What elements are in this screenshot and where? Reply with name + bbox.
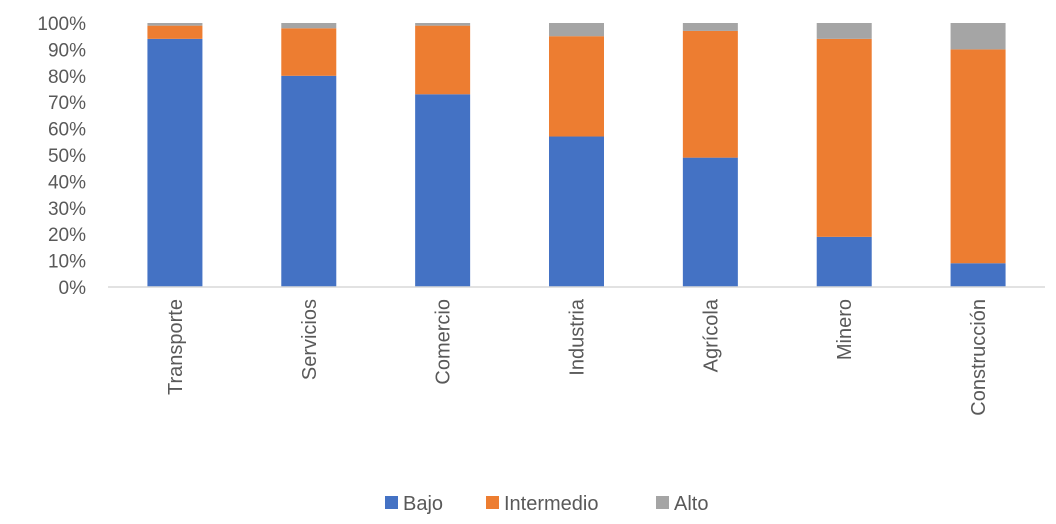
bar-segment-intermedio xyxy=(682,30,738,158)
x-category-label: Servicios xyxy=(299,299,321,380)
x-category-label: Industria xyxy=(567,298,589,376)
bar-segment-bajo xyxy=(816,236,872,287)
bar-segment-intermedio xyxy=(816,38,872,237)
bar-segment-intermedio xyxy=(147,25,203,39)
x-category-label: Transporte xyxy=(165,299,187,395)
bar-segment-alto xyxy=(549,23,604,37)
bars-group xyxy=(147,23,1006,288)
y-tick-label: 40% xyxy=(48,172,86,193)
y-tick-label: 70% xyxy=(48,93,86,114)
y-axis: 0% 10% 20% 30% 40% 50% 60% 70% 80% 90% 100% xyxy=(37,14,86,299)
bar-segment-alto xyxy=(147,23,203,26)
legend-label: Alto xyxy=(674,493,708,515)
x-category-label: Minero xyxy=(834,299,856,360)
y-tick-label: 30% xyxy=(48,199,86,220)
y-tick-label: 80% xyxy=(48,67,86,88)
legend-swatch xyxy=(385,496,398,509)
y-tick-label: 50% xyxy=(48,146,86,167)
legend: Bajo Intermedio Alto xyxy=(385,493,708,515)
bar-segment-bajo xyxy=(549,136,604,287)
bar-segment-bajo xyxy=(415,94,471,287)
x-axis-labels: Transporte Servicios Comercio Industria Agrí… xyxy=(165,298,990,416)
bar-segment-bajo xyxy=(682,157,738,287)
bar-segment-intermedio xyxy=(549,36,604,137)
legend-swatch xyxy=(486,496,499,509)
x-category-label: Agrícola xyxy=(700,298,722,372)
legend-label: Intermedio xyxy=(504,493,599,515)
bar-segment-bajo xyxy=(147,38,203,288)
x-category-label: Comercio xyxy=(433,299,455,385)
bar-segment-bajo xyxy=(281,75,337,287)
x-category-label: Construcción xyxy=(968,299,990,416)
bar-segment-alto xyxy=(816,23,872,39)
bar-segment-alto xyxy=(950,23,1006,50)
y-tick-label: 60% xyxy=(48,120,86,141)
bar-segment-alto xyxy=(682,23,738,31)
y-tick-label: 10% xyxy=(48,252,86,273)
bar-segment-bajo xyxy=(950,263,1006,287)
bar-segment-alto xyxy=(415,23,471,26)
legend-label: Bajo xyxy=(403,493,443,515)
y-tick-label: 0% xyxy=(59,278,87,299)
bar-segment-intermedio xyxy=(281,28,337,76)
bar-segment-intermedio xyxy=(415,25,471,95)
legend-swatch xyxy=(656,496,669,509)
y-tick-label: 90% xyxy=(48,40,86,61)
y-tick-label: 100% xyxy=(37,14,86,35)
bar-segment-alto xyxy=(281,23,337,29)
bar-segment-intermedio xyxy=(950,49,1006,264)
y-tick-label: 20% xyxy=(48,225,86,246)
